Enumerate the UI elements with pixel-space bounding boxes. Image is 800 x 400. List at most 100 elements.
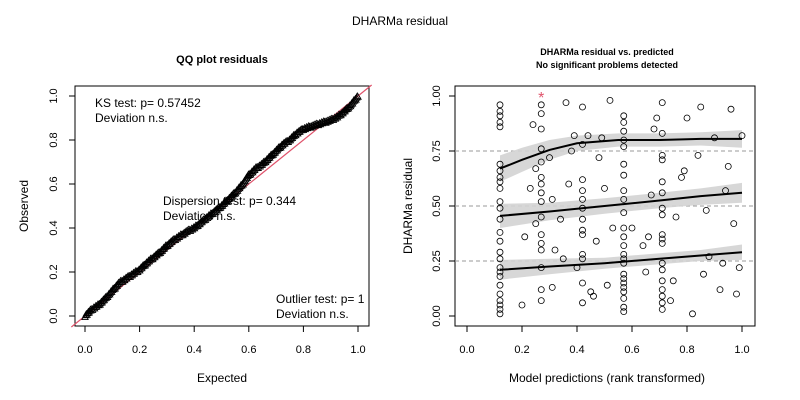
residual-point bbox=[537, 198, 545, 206]
residual-point bbox=[496, 297, 504, 305]
residual-point bbox=[658, 129, 666, 137]
residual-point bbox=[645, 233, 652, 241]
residual-point bbox=[496, 255, 504, 263]
quantile-band bbox=[500, 182, 742, 228]
residual-point bbox=[620, 275, 628, 283]
residual-point bbox=[658, 286, 666, 294]
quantile-band bbox=[500, 130, 742, 182]
residual-point bbox=[609, 224, 617, 232]
residual-point bbox=[620, 303, 628, 311]
residual-point bbox=[711, 134, 718, 142]
dispersion-test-annotation: Dispersion test: p= 0.344 Deviation n.s. bbox=[163, 194, 296, 223]
residual-point bbox=[639, 242, 647, 250]
residual-point bbox=[537, 125, 545, 133]
residual-point bbox=[557, 215, 564, 223]
residual-point bbox=[697, 103, 705, 111]
residual-point bbox=[496, 198, 504, 206]
dispersion-test-line-2: Deviation n.s. bbox=[163, 209, 236, 223]
residual-point bbox=[658, 235, 666, 243]
residual-x-axis: 0.0 0.2 0.4 0.6 0.8 1.0 bbox=[459, 326, 750, 356]
residual-point bbox=[526, 184, 534, 192]
residual-y-tick-label: 1.00 bbox=[431, 85, 443, 106]
residual-point bbox=[716, 286, 724, 294]
qq-y-tick-label: 0.2 bbox=[48, 264, 60, 279]
residual-point bbox=[620, 279, 628, 287]
residual-point bbox=[496, 237, 504, 245]
residual-point bbox=[658, 266, 666, 274]
residual-point bbox=[658, 231, 666, 239]
residual-point bbox=[730, 220, 738, 228]
residual-point bbox=[620, 294, 628, 302]
qq-y-tick-label: 0.0 bbox=[48, 308, 60, 323]
residual-point bbox=[735, 264, 743, 272]
residual-point bbox=[650, 125, 658, 133]
residual-point bbox=[579, 215, 586, 223]
outlier-test-line-1: Outlier test: p= 1 bbox=[276, 292, 365, 306]
residual-x-tick-label: 0.0 bbox=[459, 344, 474, 356]
residual-x-tick-label: 0.8 bbox=[679, 344, 694, 356]
residual-point bbox=[689, 310, 696, 318]
residual-point bbox=[606, 97, 614, 104]
residual-point bbox=[590, 292, 597, 300]
residual-point bbox=[620, 288, 628, 296]
residual-point bbox=[565, 180, 573, 188]
residual-point bbox=[658, 211, 666, 219]
residual-point bbox=[620, 259, 628, 267]
residual-point bbox=[620, 112, 628, 120]
residual-y-tick-label: 0.75 bbox=[431, 140, 443, 161]
residual-point bbox=[603, 281, 611, 289]
qq-point bbox=[354, 93, 362, 100]
residual-point bbox=[521, 233, 529, 241]
residual-point bbox=[702, 206, 710, 214]
residual-point bbox=[658, 292, 666, 300]
qq-point bbox=[241, 177, 250, 185]
qq-x-tick-label: 0.2 bbox=[132, 344, 147, 356]
residual-point bbox=[620, 308, 628, 316]
residual-panel: DHARMa residual vs. predicted No signifi… bbox=[401, 47, 756, 385]
residual-point bbox=[537, 239, 545, 247]
residual-point bbox=[620, 270, 628, 278]
residual-point bbox=[579, 187, 586, 195]
residual-point bbox=[672, 213, 680, 221]
residual-point bbox=[496, 305, 504, 313]
residual-point bbox=[700, 270, 707, 278]
residual-point bbox=[562, 99, 570, 106]
outlier-test-annotation: Outlier test: p= 1 Deviation n.s. bbox=[276, 292, 365, 321]
qq-y-tick-label: 0.4 bbox=[48, 220, 60, 235]
qq-point bbox=[237, 181, 246, 189]
qq-point bbox=[239, 178, 248, 186]
qq-x-tick-label: 0.6 bbox=[241, 344, 256, 356]
residual-point bbox=[680, 167, 688, 175]
qq-x-tick-label: 0.8 bbox=[296, 344, 311, 356]
dispersion-test-line-1: Dispersion test: p= 0.344 bbox=[163, 194, 296, 208]
residual-point bbox=[628, 224, 636, 232]
residual-point bbox=[537, 101, 545, 109]
qq-x-tick-label: 1.0 bbox=[350, 344, 365, 356]
residual-point bbox=[724, 162, 732, 170]
residual-point bbox=[620, 224, 628, 232]
residual-point bbox=[620, 187, 628, 195]
residual-point bbox=[518, 301, 526, 309]
qq-title: QQ plot residuals bbox=[176, 54, 268, 66]
residual-point bbox=[496, 281, 504, 289]
qq-panel: QQ plot residuals 0.0 0.2 0.4 0.6 0.8 1.0 0.0… bbox=[17, 54, 373, 385]
residual-point bbox=[727, 105, 735, 113]
residual-point bbox=[529, 121, 537, 128]
residual-point bbox=[592, 237, 600, 245]
residual-point bbox=[653, 114, 661, 122]
residual-point bbox=[584, 132, 592, 140]
residual-point bbox=[620, 119, 628, 126]
residual-point bbox=[496, 228, 504, 236]
residual-point bbox=[496, 108, 504, 115]
residual-point bbox=[579, 226, 586, 234]
residual-y-tick-label: 0.50 bbox=[431, 195, 443, 216]
residual-point bbox=[537, 180, 545, 188]
residual-point bbox=[496, 215, 504, 223]
residual-point bbox=[496, 272, 504, 280]
residual-point bbox=[537, 189, 545, 197]
quantile-fit-line bbox=[499, 251, 743, 271]
residual-point bbox=[579, 250, 586, 258]
residual-point bbox=[496, 264, 504, 272]
qq-plot-frame bbox=[74, 85, 370, 327]
